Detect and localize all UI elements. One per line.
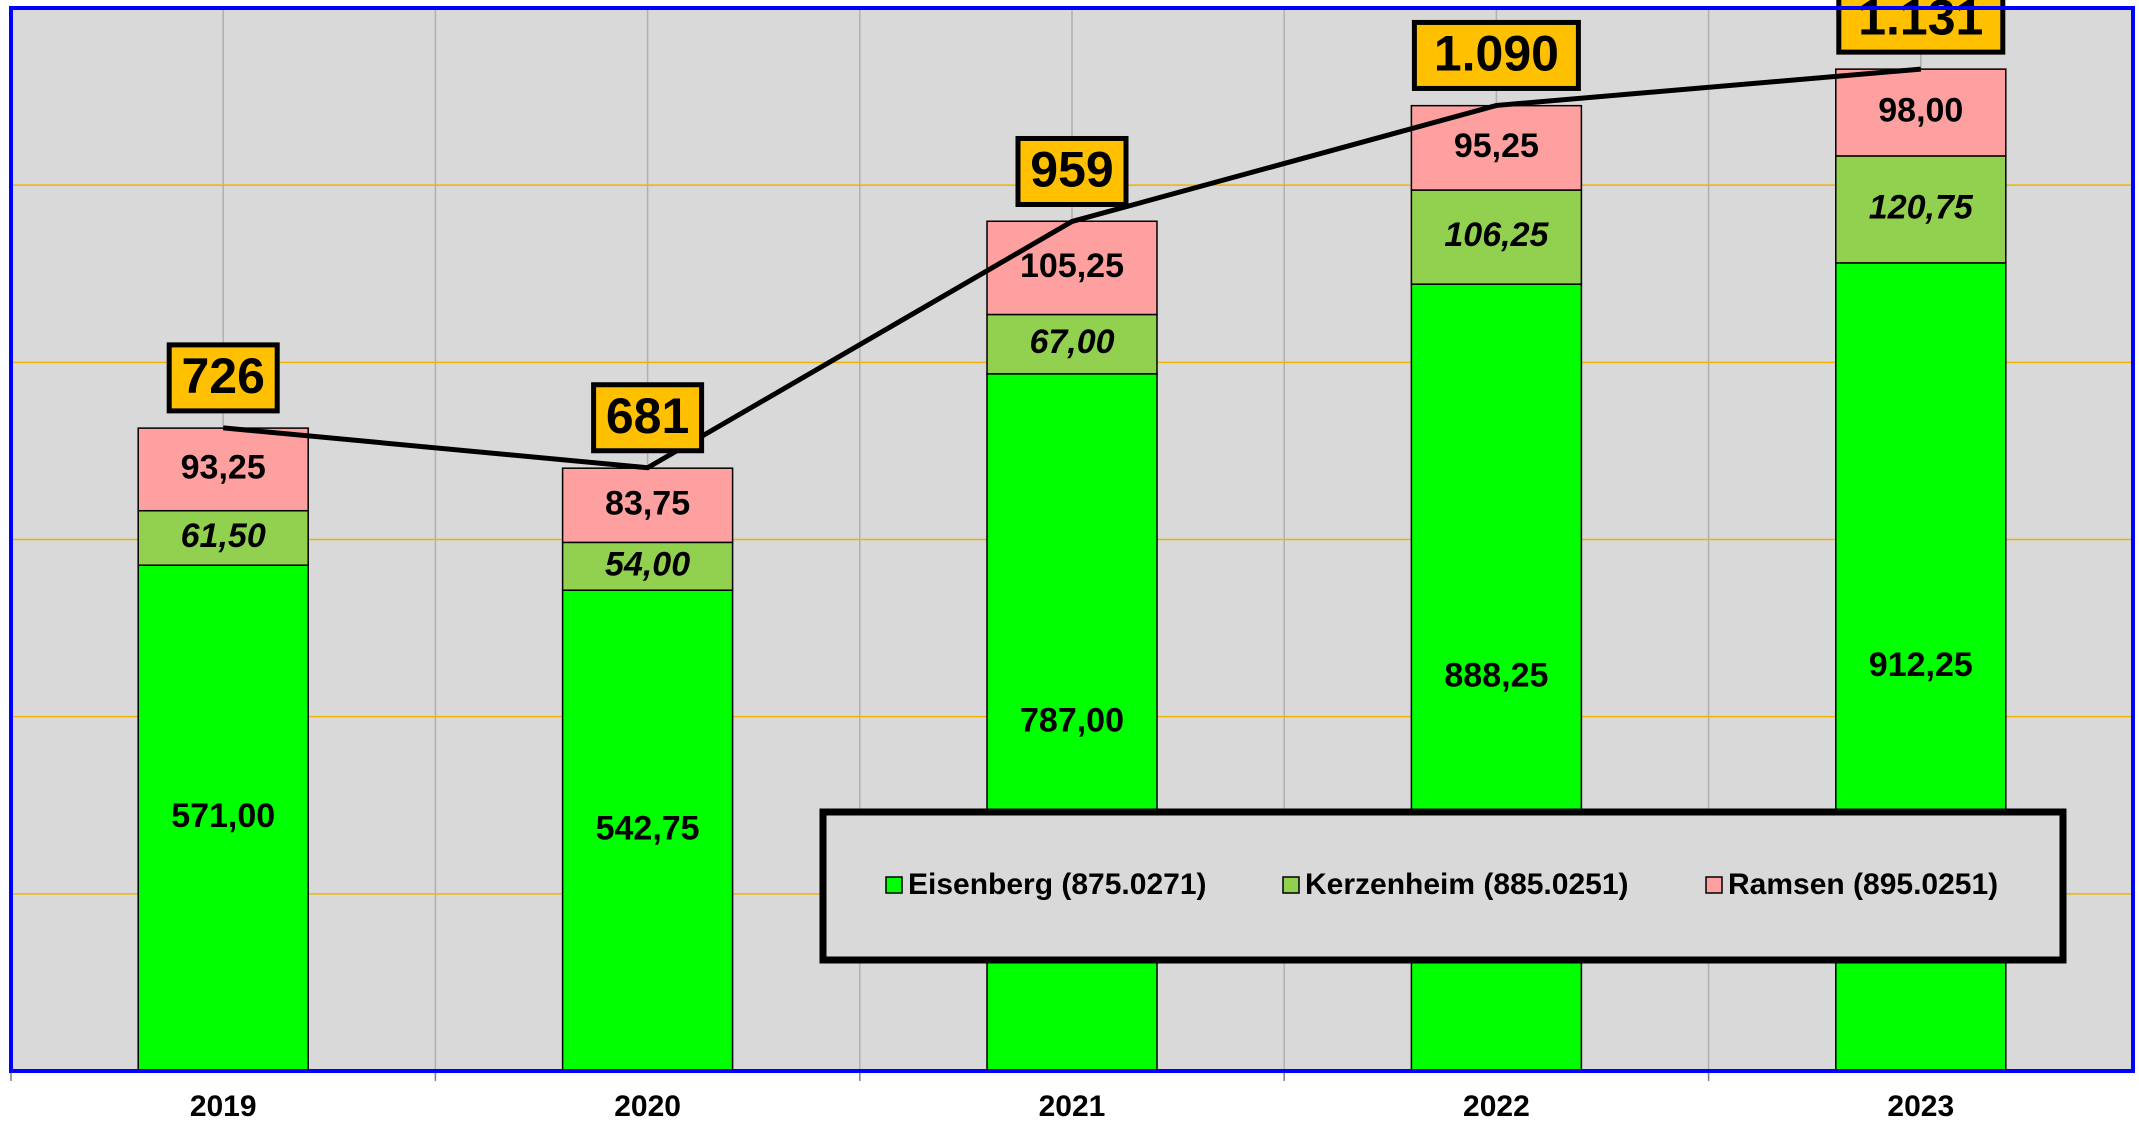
legend-swatch [1705, 876, 1723, 894]
bar-segment [561, 589, 734, 1072]
value-label: 120,75 [1869, 188, 1974, 226]
legend-swatch [885, 876, 903, 894]
legend-label: Eisenberg (875.0271) [908, 868, 1207, 901]
x-tick-label: 2023 [1887, 1090, 1954, 1122]
legend-label: Kerzenheim (885.0251) [1305, 868, 1629, 901]
value-label: 95,25 [1454, 127, 1539, 165]
total-label: 681 [606, 388, 689, 444]
value-label: 912,25 [1869, 646, 1973, 684]
total-label: 959 [1030, 142, 1113, 198]
value-label: 67,00 [1029, 323, 1114, 361]
x-tick-label: 2020 [614, 1090, 681, 1122]
value-label: 888,25 [1444, 657, 1548, 695]
bar-segment [137, 509, 309, 566]
bar-segment [137, 427, 309, 512]
total-label-box [1015, 135, 1129, 207]
value-label: 83,75 [605, 484, 690, 522]
bar-segment [986, 220, 1158, 316]
plot-border [9, 6, 2135, 1073]
bar-segment [1835, 68, 2007, 157]
value-label: 98,00 [1878, 92, 1963, 130]
value-label: 542,75 [596, 810, 700, 848]
x-tick-label: 2022 [1463, 1090, 1530, 1122]
bar-segment [986, 313, 1158, 375]
value-label: 106,25 [1444, 216, 1549, 254]
bar-segment [1835, 155, 2007, 264]
total-line [222, 66, 1922, 471]
total-label-box [591, 382, 705, 454]
x-tick-label: 2019 [190, 1090, 257, 1122]
legend-swatch [1282, 876, 1300, 894]
bar-segment [561, 467, 734, 544]
value-label: 93,25 [181, 448, 266, 486]
bar-segment [561, 541, 734, 591]
bar-segment [1410, 189, 1583, 285]
total-label-box [166, 342, 280, 414]
total-label: 1.090 [1434, 26, 1559, 82]
value-label: 54,00 [605, 545, 690, 583]
value-label: 787,00 [1020, 701, 1124, 739]
legend-box [819, 808, 2067, 964]
legend-label: Ramsen (895.0251) [1728, 868, 1998, 901]
value-label: 105,25 [1020, 247, 1124, 285]
total-label: 726 [181, 348, 264, 404]
value-label: 61,50 [181, 517, 266, 555]
total-label-box [1411, 19, 1581, 91]
x-tick-label: 2021 [1039, 1090, 1106, 1122]
value-label: 571,00 [171, 797, 275, 835]
